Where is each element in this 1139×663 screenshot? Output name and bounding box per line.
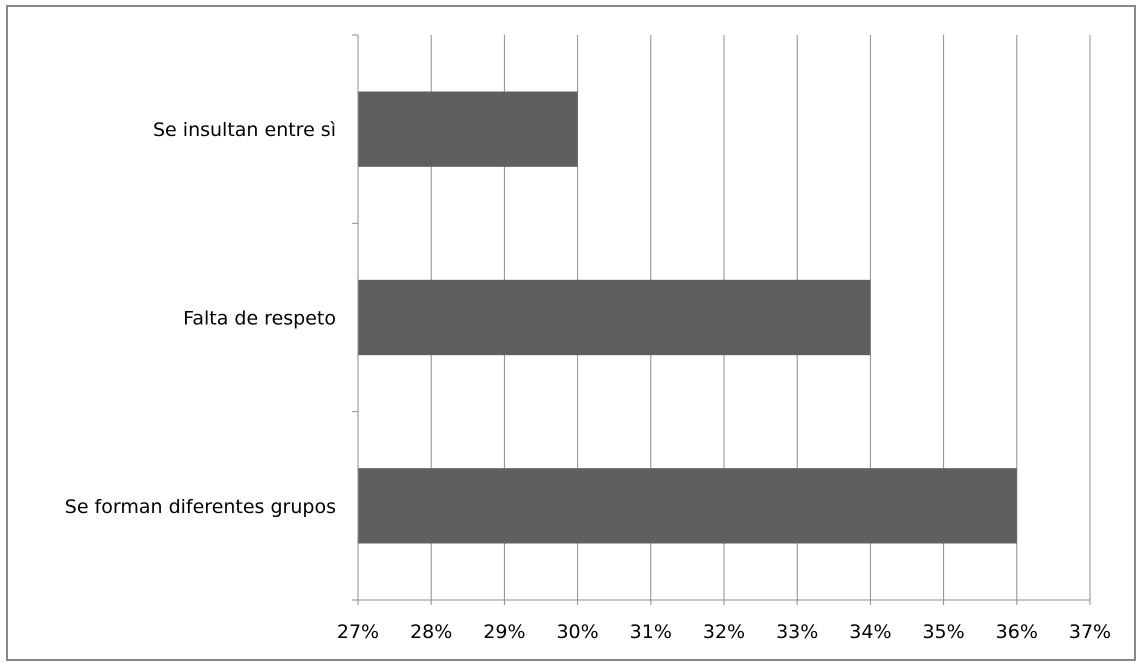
x-tick-label: 31%: [630, 621, 672, 643]
category-label: Falta de respeto: [183, 308, 336, 330]
axes: [352, 34, 1091, 605]
x-tick-label: 27%: [337, 621, 379, 643]
x-tick-label: 37%: [1069, 621, 1111, 643]
category-label: Se forman diferentes grupos: [65, 496, 336, 518]
x-tick-label: 35%: [922, 621, 964, 643]
x-tick-label: 36%: [996, 621, 1038, 643]
bar-3: [358, 468, 1017, 544]
x-tick-label: 32%: [703, 621, 745, 643]
category-label: Se insultan entre sì: [153, 119, 336, 141]
x-tick-label: 28%: [410, 621, 452, 643]
x-tick-label: 34%: [849, 621, 891, 643]
bars: [358, 91, 1017, 544]
bar-2: [358, 279, 871, 356]
labels: 27% 28% 29% 30% 31% 32% 33% 34% 35% 36% 37% Se insu…: [65, 119, 1111, 643]
x-tick-label: 30%: [556, 621, 598, 643]
x-tick-label: 33%: [776, 621, 818, 643]
x-tick-label: 29%: [483, 621, 525, 643]
bar-1: [358, 91, 578, 167]
